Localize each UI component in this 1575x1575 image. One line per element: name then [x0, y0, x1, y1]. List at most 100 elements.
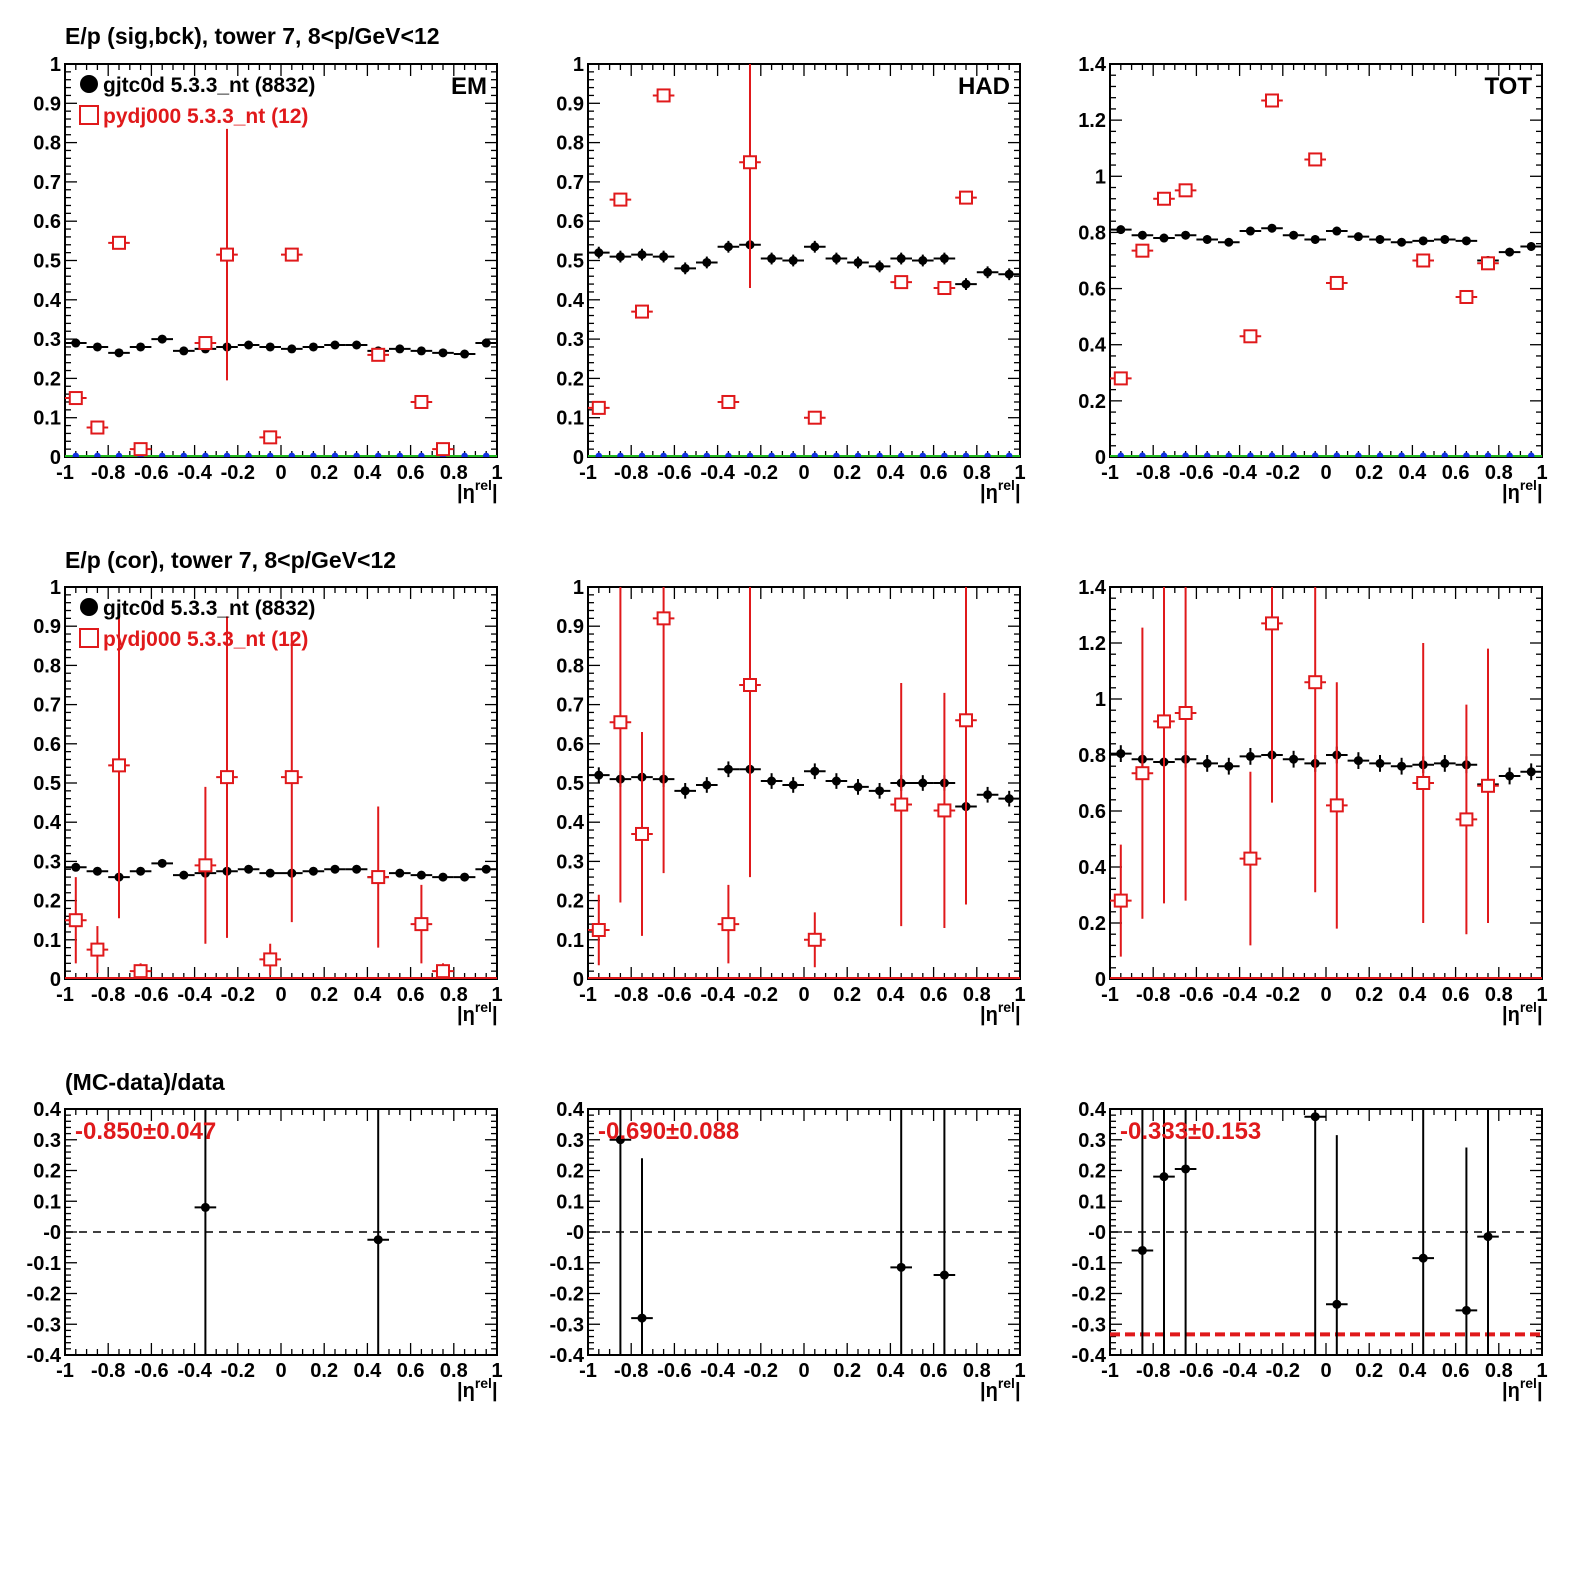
y-tick-label: 0.5: [556, 773, 584, 795]
x-axis-label: |ηrel|: [457, 1375, 498, 1402]
mc-point: [1113, 893, 1128, 908]
data-point: [395, 868, 405, 878]
data-point: [637, 250, 647, 260]
legend-data-label: gjtc0d 5.3.3_nt (8832): [103, 74, 315, 97]
y-tick-label: 0.6: [1078, 801, 1106, 823]
fit-result-label: -0.333±0.153: [1120, 1118, 1261, 1145]
bck-point: [1398, 452, 1405, 457]
bck-point: [1160, 452, 1168, 457]
x-axis-label: |ηrel|: [980, 1375, 1021, 1402]
y-tick-label: 0: [573, 969, 584, 991]
data-point: [1202, 234, 1212, 244]
y-tick-label: -0.4: [550, 1345, 585, 1367]
mc-point: [959, 713, 973, 728]
x-axis-label-sup: rel: [475, 999, 492, 1015]
x-tick-label: 0.6: [920, 462, 948, 484]
y-tick-label: 0: [50, 447, 61, 469]
x-tick-label: -0.8: [614, 462, 648, 484]
data-point: [244, 340, 254, 350]
data-point: [1505, 771, 1515, 781]
bck-point: [159, 452, 166, 457]
x-axis-label-bar: |: [1015, 1004, 1021, 1026]
bck-point: [1182, 452, 1189, 457]
bck-point: [962, 452, 970, 457]
bck-point: [790, 452, 797, 457]
plot-area: [1110, 587, 1542, 979]
data-point: [1505, 247, 1515, 257]
mc-point: [1265, 616, 1279, 631]
bck-point: [595, 452, 602, 457]
ratio-point: [1418, 1253, 1428, 1263]
bck-point: [202, 452, 209, 457]
panel-sig_em: -1 -0.8 -0.6 -0.4 -0.2 0 0.2 0.4 0.6 0.8 1 0 0.1 0.2 0…: [33, 54, 502, 504]
bck-point: [854, 452, 862, 457]
mc-point: [1416, 776, 1431, 790]
x-tick-label: -0.4: [1222, 1360, 1257, 1382]
mc-point: [1329, 798, 1344, 813]
x-tick-label: 0.6: [397, 462, 425, 484]
data-point: [352, 864, 362, 874]
y-tick-label: 0.2: [556, 891, 584, 913]
ratio-point: [200, 1202, 210, 1212]
y-tick-label: 1.4: [1078, 54, 1107, 76]
x-tick-label: -0.6: [657, 462, 691, 484]
x-axis-label-sup: rel: [475, 477, 492, 493]
legend-data-marker: [80, 598, 98, 616]
mc-point: [721, 394, 736, 409]
bck-point: [418, 452, 425, 457]
x-tick-label: -0.6: [1179, 1360, 1213, 1382]
bck-point: [811, 452, 818, 457]
x-tick-label: 0.4: [353, 462, 382, 484]
x-tick-label: 0.8: [1485, 1360, 1513, 1382]
y-tick-label: 0.1: [556, 1191, 584, 1213]
legend-mc-label: pydj000 5.3.3_nt (12): [103, 628, 308, 651]
plot-area: [588, 587, 1020, 979]
y-tick-label: 0.2: [1078, 1161, 1106, 1183]
x-tick-label: 0.2: [1355, 984, 1383, 1006]
data-point: [71, 338, 81, 348]
x-tick-label: 0.6: [397, 1360, 425, 1382]
x-tick-label: 0.2: [833, 1360, 861, 1382]
x-tick-label: -0.2: [744, 1360, 778, 1382]
bck-point: [682, 452, 689, 457]
ratio-point: [1310, 1112, 1320, 1122]
data-point: [71, 862, 81, 872]
y-tick-label: -0: [43, 1222, 61, 1244]
x-tick-label: -1: [1101, 984, 1119, 1006]
x-tick-label: 0: [275, 984, 286, 1006]
row-title-1: E/p (sig,bck), tower 7, 8<p/GeV<12: [65, 23, 440, 49]
ratio-point: [1159, 1172, 1169, 1182]
mc-point: [1416, 253, 1431, 268]
data-point: [1202, 758, 1212, 768]
data-point: [1267, 223, 1277, 233]
x-tick-label: -0.4: [700, 984, 735, 1006]
bck-point: [180, 452, 187, 457]
mc-point: [220, 247, 234, 262]
y-tick-label: 1.2: [1078, 633, 1106, 655]
ratio-point: [1483, 1232, 1493, 1242]
y-tick-label: -0.1: [27, 1253, 61, 1275]
y-tick-label: 0.6: [556, 734, 584, 756]
data-point: [460, 349, 470, 359]
panel-label: HAD: [958, 73, 1010, 100]
legend-mc-label: pydj000 5.3.3_nt (12): [103, 105, 308, 128]
mc-point: [1243, 329, 1258, 344]
data-point: [179, 870, 189, 880]
x-tick-label: -0.8: [614, 984, 648, 1006]
mc-point: [1113, 371, 1128, 386]
bck-point: [288, 452, 295, 457]
mc-point: [68, 391, 83, 406]
x-tick-label: 0.2: [310, 984, 338, 1006]
y-tick-label: 0.2: [556, 368, 584, 390]
bck-point: [1117, 452, 1124, 457]
mc-point: [198, 858, 213, 873]
x-tick-label: -0.8: [91, 1360, 125, 1382]
data-point: [615, 252, 625, 262]
y-tick-label: 0.1: [556, 408, 584, 430]
bck-point: [72, 452, 79, 457]
bck-point: [1420, 452, 1427, 457]
bck-point: [1528, 452, 1535, 457]
x-tick-label: -1: [1101, 1360, 1119, 1382]
x-tick-label: 1: [1014, 984, 1025, 1006]
mc-point: [1265, 93, 1279, 108]
